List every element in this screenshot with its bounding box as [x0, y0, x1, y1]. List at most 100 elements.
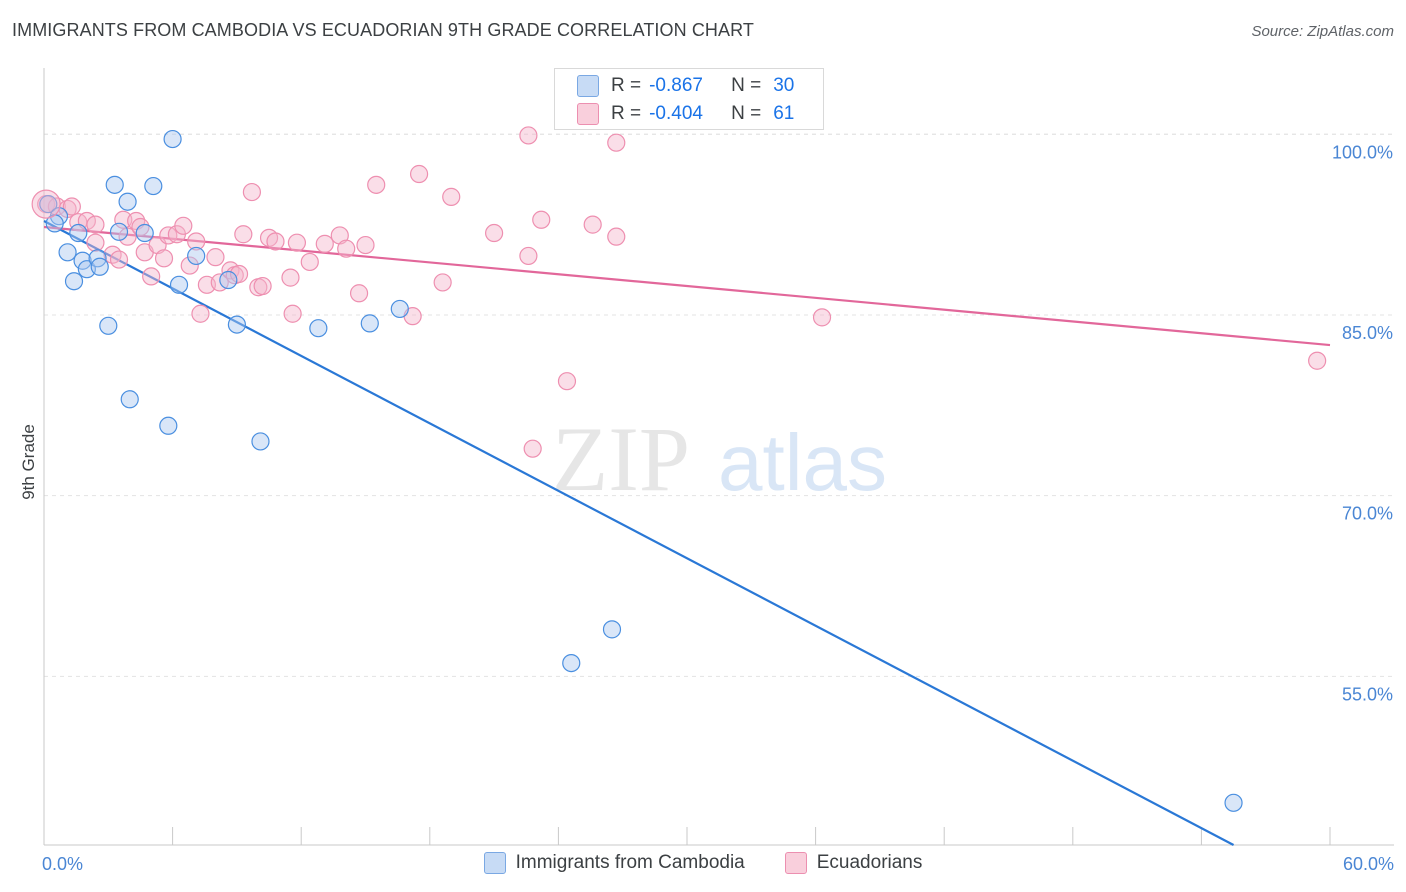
stats-row-ecuadorians: R = -0.404 N = 61 — [577, 100, 794, 128]
point-ecuadorians[interactable] — [583, 215, 602, 234]
point-cambodia[interactable] — [109, 222, 129, 241]
point-ecuadorians[interactable] — [523, 439, 542, 458]
gridlines — [44, 133, 1394, 677]
point-ecuadorians[interactable] — [142, 267, 161, 286]
point-cambodia[interactable] — [390, 299, 409, 319]
point-cambodia[interactable] — [120, 390, 139, 409]
point-ecuadorians[interactable] — [287, 233, 307, 252]
point-cambodia[interactable] — [105, 175, 124, 194]
point-ecuadorians[interactable] — [234, 225, 253, 244]
point-cambodia[interactable] — [90, 257, 109, 276]
point-cambodia[interactable] — [163, 129, 182, 149]
point-ecuadorians[interactable] — [187, 232, 206, 251]
point-ecuadorians[interactable] — [300, 252, 319, 272]
point-cambodia[interactable] — [251, 432, 270, 451]
trend-line-cambodia — [43, 220, 1235, 846]
point-ecuadorians[interactable] — [349, 284, 369, 303]
source-label: Source: ZipAtlas.com — [1251, 23, 1394, 40]
chart-title: IMMIGRANTS FROM CAMBODIA VS ECUADORIAN 9… — [12, 20, 755, 40]
n-value-ecuadorians: 61 — [773, 103, 795, 124]
point-cambodia[interactable] — [144, 176, 163, 196]
point-cambodia[interactable] — [73, 251, 92, 270]
point-ecuadorians[interactable] — [86, 215, 105, 234]
r-label: R = — [611, 103, 642, 124]
point-cambodia[interactable] — [602, 620, 622, 639]
point-cambodia[interactable] — [1224, 793, 1243, 812]
point-ecuadorians[interactable] — [191, 304, 210, 323]
point-ecuadorians[interactable] — [114, 210, 133, 229]
point-ecuadorians[interactable] — [253, 276, 272, 296]
point-ecuadorians[interactable] — [1308, 351, 1327, 370]
watermark-zip: ZIP — [552, 408, 690, 510]
point-cambodia[interactable] — [219, 270, 238, 290]
point-cambodia[interactable] — [64, 272, 84, 291]
point-ecuadorians[interactable] — [607, 133, 626, 152]
y-tick-label: 70.0% — [1342, 504, 1393, 524]
point-ecuadorians[interactable] — [812, 308, 832, 327]
trend-line-ecuadorians — [43, 225, 1331, 347]
point-ecuadorians[interactable] — [180, 256, 199, 275]
point-ecuadorians[interactable] — [86, 233, 105, 252]
point-ecuadorians[interactable] — [485, 223, 504, 243]
stats-swatch-ecuadorians — [577, 103, 599, 125]
point-ecuadorians[interactable] — [356, 235, 375, 255]
stats-legend: R = -0.867 N = 30 R = -0.404 N = 61 — [554, 68, 824, 130]
legend-label-cambodia: Immigrants from Cambodia — [515, 852, 745, 873]
point-cambodia[interactable] — [99, 316, 118, 335]
point-ecuadorians[interactable] — [242, 182, 262, 202]
r-value-ecuadorians: -0.404 — [649, 103, 703, 124]
n-value-cambodia: 30 — [773, 75, 795, 96]
point-cambodia[interactable] — [360, 314, 379, 333]
point-ecuadorians[interactable] — [519, 246, 538, 266]
point-ecuadorians[interactable] — [206, 248, 225, 267]
legend-swatch-ecuadorians — [784, 852, 807, 874]
point-ecuadorians[interactable] — [607, 227, 626, 246]
stats-swatch-cambodia — [577, 75, 599, 97]
point-ecuadorians[interactable] — [281, 268, 300, 287]
point-cambodia[interactable] — [69, 223, 88, 243]
point-cambodia[interactable] — [309, 319, 328, 338]
x-tick-label-min: 0.0% — [42, 854, 83, 874]
point-cambodia[interactable] — [187, 246, 206, 266]
point-cambodia[interactable] — [135, 223, 154, 243]
point-cambodia[interactable] — [118, 192, 137, 211]
point-ecuadorians[interactable] — [532, 210, 551, 229]
point-cambodia[interactable] — [169, 275, 189, 294]
point-ecuadorians[interactable] — [283, 304, 302, 323]
point-ecuadorians[interactable] — [315, 234, 334, 253]
point-ecuadorians[interactable] — [229, 264, 249, 284]
legend-label-ecuadorians: Ecuadorians — [816, 852, 923, 873]
point-ecuadorians[interactable] — [442, 187, 461, 206]
point-ecuadorians[interactable] — [409, 164, 429, 184]
y-tick-label: 55.0% — [1342, 684, 1393, 704]
point-ecuadorians[interactable] — [174, 216, 193, 235]
n-label: N = — [731, 75, 762, 96]
y-axis-label: 9th Grade — [19, 424, 38, 500]
watermark-atlas: atlas — [718, 418, 887, 507]
point-ecuadorians-cluster[interactable] — [31, 189, 61, 219]
point-ecuadorians[interactable] — [154, 249, 174, 268]
legend-item-cambodia[interactable]: Immigrants from Cambodia — [483, 852, 745, 874]
point-ecuadorians[interactable] — [62, 197, 81, 216]
point-ecuadorians[interactable] — [109, 250, 129, 269]
y-tick-label: 85.0% — [1342, 323, 1393, 343]
point-cambodia[interactable] — [39, 195, 58, 214]
point-cambodia[interactable] — [227, 315, 246, 334]
point-cambodia[interactable] — [159, 416, 178, 435]
point-ecuadorians[interactable] — [433, 273, 452, 292]
data-points — [31, 126, 1327, 812]
point-cambodia[interactable] — [562, 653, 581, 673]
legend-item-ecuadorians[interactable]: Ecuadorians — [784, 852, 923, 874]
point-cambodia[interactable] — [58, 243, 77, 262]
point-ecuadorians[interactable] — [266, 232, 285, 251]
stats-row-cambodia: R = -0.867 N = 30 — [577, 72, 794, 100]
point-ecuadorians[interactable] — [337, 239, 356, 258]
trend-lines — [43, 220, 1331, 846]
point-ecuadorians[interactable] — [367, 175, 386, 194]
point-ecuadorians[interactable] — [118, 227, 137, 246]
point-ecuadorians[interactable] — [519, 126, 538, 145]
point-ecuadorians[interactable] — [557, 372, 577, 391]
r-value-cambodia: -0.867 — [649, 75, 703, 96]
axes: 55.0% 70.0% 85.0% 100.0% 0.0% 60.0% — [42, 68, 1394, 874]
